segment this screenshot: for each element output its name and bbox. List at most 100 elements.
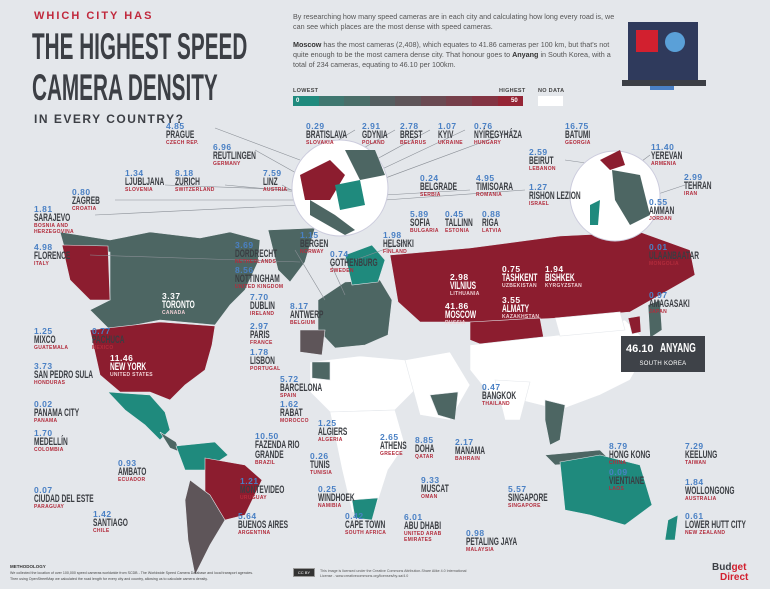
city-density-value: 0.55 (649, 197, 668, 207)
city-name: TIMISOARA (476, 181, 514, 193)
speed-camera-illustration (622, 22, 706, 90)
country-name: GERMANY (213, 161, 241, 167)
cc-license-badge[interactable]: CC BY (293, 568, 315, 577)
city-name: ALMATY (502, 303, 530, 315)
city-name: PARIS (250, 329, 270, 341)
city-density-value: 0.80 (72, 187, 91, 197)
country-name: HUNGARY (474, 140, 502, 146)
legend-max: 50 (511, 98, 518, 104)
city-density-value: 0.47 (482, 382, 501, 392)
city-density-value: 1.42 (93, 509, 112, 519)
city-label: 16.75 BATUMI GEORGIA (565, 122, 607, 146)
city-label: 7.70 DUBLIN IRELAND (250, 293, 292, 317)
city-density-value: 3.69 (235, 240, 254, 250)
legend-swatch (446, 96, 472, 106)
country-name: URUGUAY (240, 495, 267, 501)
inset-country-shape (590, 200, 600, 225)
city-density-value: 0.01 (649, 242, 668, 252)
country-name: CZECH REP. (166, 140, 199, 146)
city-density-value: 1.84 (685, 477, 704, 487)
country-name: JAPAN (649, 309, 668, 315)
city-density-value: 8.85 (415, 435, 434, 445)
city-density-value: 2.65 (380, 432, 399, 442)
city-name: BATUMI (565, 129, 591, 141)
city-name: PACHUCA (92, 334, 125, 346)
city-name: PRAGUE (166, 129, 195, 141)
city-density-value: 2.17 (455, 437, 474, 447)
country-name: MALAYSIA (466, 547, 495, 553)
city-name: BISHKEK (545, 272, 575, 284)
city-name: BUENOS AIRES (238, 519, 288, 531)
city-label: 8.17 ANTWERP BELGIUM (290, 302, 346, 326)
country-name: CHINA (609, 460, 627, 466)
country-shape-south-america-s (184, 479, 226, 576)
city-density-value: 5.64 (238, 511, 257, 521)
city-label: 10.50 FAZENDA RIO GRANDE BRAZIL (255, 432, 355, 466)
city-name: LINZ (263, 176, 278, 188)
city-density-value: 10.50 (255, 431, 279, 441)
country-name: UKRAINE (438, 140, 463, 146)
country-shape-se-asia (544, 399, 566, 446)
city-density-value: 0.98 (466, 528, 485, 538)
city-name: SANTIAGO (93, 517, 128, 529)
country-name: NORWAY (300, 249, 324, 255)
city-label: 1.81 SARAJEVO BOSNIA AND HERZEGOVINA (34, 205, 95, 235)
city-label: 1.27 RISHON LEZION ISRAEL (529, 183, 615, 207)
country-shape-japan (647, 299, 663, 339)
city-name: GOTHENBURG (330, 257, 378, 269)
leader-line (354, 239, 411, 261)
country-name: BOSNIA AND HERZEGOVINA (34, 223, 74, 235)
city-name: MEDELLÍN (34, 436, 68, 448)
city-density-value: 0.76 (474, 121, 493, 131)
legend-lowest: LOWEST (293, 88, 319, 94)
city-label: 1.25 ALGIERS ALGERIA (318, 419, 367, 443)
legend-swatch (369, 96, 396, 106)
country-shape-canada (59, 231, 261, 331)
country-name: SLOVAKIA (306, 140, 334, 146)
country-name: UNITED ARAB EMIRATES (404, 531, 442, 543)
city-name: KEELUNG (685, 449, 718, 461)
city-label: 1.07 KYIV UKRAINE (438, 122, 464, 146)
city-name: FLORENCE (34, 250, 71, 262)
country-name: ARGENTINA (238, 530, 271, 536)
leader-line (379, 129, 516, 181)
inset-country-shape (612, 170, 650, 225)
city-density-value: 5.72 (280, 374, 299, 384)
city-label: 2.65 ATHENS GREECE (380, 433, 424, 457)
city-name: YEREVAN (651, 150, 683, 162)
city-label: 1.84 WOLLONGONG AUSTRALIA (685, 478, 768, 502)
country-shape-russia (389, 231, 696, 323)
city-density-value: 1.25 (34, 326, 53, 336)
legend-no-data: NO DATA (538, 88, 565, 94)
city-label: 3.73 SAN PEDRO SULA HONDURAS (34, 362, 132, 386)
city-name: CAPE TOWN (345, 519, 386, 531)
country-name: THAILAND (482, 401, 510, 407)
country-name: IRELAND (250, 311, 275, 317)
city-name: WOLLONGONG (685, 485, 735, 497)
city-name: RIGA (482, 217, 499, 229)
country-name: IRAN (684, 191, 698, 197)
city-density-value: 6.01 (404, 512, 423, 522)
city-label: 0.97 AMAGASAKI JAPAN (649, 291, 717, 315)
license-text: This image is licensed under the Creativ… (320, 569, 467, 578)
city-label: 1.62 RABAT MOROCCO (280, 400, 318, 424)
city-density-value: 11.46 (110, 353, 134, 363)
city-density-value: 5.57 (508, 484, 527, 494)
leader-line (329, 261, 346, 296)
intro-paragraph-2: Moscow has the most cameras (2,408), whi… (293, 40, 623, 70)
country-shape-korea (627, 315, 642, 335)
intro-paragraph-1: By researching how many speed cameras ar… (293, 12, 615, 31)
city-label: 8.85 DOHA QATAR (415, 436, 447, 460)
city-name: BELGRADE (420, 181, 458, 193)
city-label: 1.42 SANTIAGO CHILE (93, 510, 151, 534)
city-density-value: 5.89 (410, 209, 429, 219)
country-name: PARAGUAY (34, 504, 65, 510)
country-name: SINGAPORE (508, 503, 541, 509)
country-shape-morocco (311, 361, 331, 381)
intro-text-b: in South Korea, with a total of 234 came… (293, 50, 611, 69)
country-name: TUNISIA (310, 470, 333, 476)
country-name: UNITED STATES (110, 372, 153, 378)
city-density-value: 1.15 (300, 230, 319, 240)
country-name: AUSTRIA (263, 187, 288, 193)
subtitle: IN EVERY COUNTRY? (34, 112, 185, 126)
